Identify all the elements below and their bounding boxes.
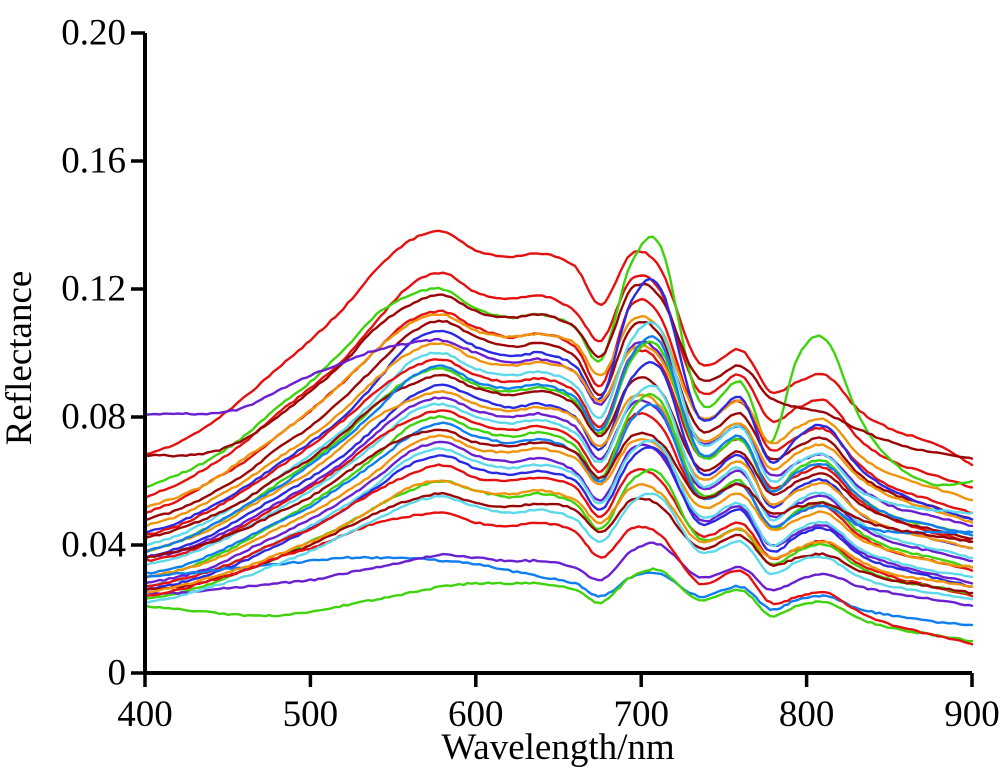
- x-tick-label: 400: [117, 694, 173, 735]
- spectrum-line: [143, 567, 974, 643]
- spectrum-line: [143, 282, 974, 460]
- spectrum-line: [143, 335, 974, 553]
- y-tick-label: 0.16: [61, 141, 126, 182]
- x-tick-label: 800: [779, 694, 835, 735]
- spectrum-line: [143, 271, 974, 499]
- spectrum-line: [143, 342, 974, 527]
- spectrum-line: [143, 479, 974, 594]
- spectrum-line: [143, 403, 974, 575]
- y-tick-label: 0.12: [61, 269, 126, 310]
- spectrum-line: [143, 555, 974, 627]
- x-axis-title: Wavelength/nm: [441, 727, 675, 768]
- spectrum-line: [143, 340, 974, 553]
- series-layer: [143, 229, 974, 646]
- spectrum-line: [143, 360, 974, 560]
- spectrum-line: [143, 396, 974, 563]
- y-axis-title: Reflectance: [0, 271, 40, 446]
- y-tick-label: 0.08: [61, 397, 126, 438]
- y-tick-label: 0.20: [61, 13, 126, 54]
- spectrum-line: [143, 446, 974, 592]
- spectrum-line: [143, 434, 974, 579]
- spectrum-line: [143, 384, 974, 566]
- spectrum-line: [143, 319, 974, 521]
- tick-label-layer: 0 0.04 0.08 0.12 0.16 0.20 400 500 600 700 800 900: [61, 13, 1000, 736]
- spectrum-line: [143, 428, 974, 559]
- y-tick-label: 0: [108, 653, 127, 694]
- spectrum-line: [143, 349, 974, 543]
- axes-layer: [131, 31, 974, 687]
- y-tick-label: 0.04: [61, 525, 126, 566]
- spectrum-line: [143, 541, 974, 607]
- spectrum-line: [143, 277, 974, 534]
- spectrum-line: [143, 440, 974, 586]
- x-tick-label: 700: [613, 694, 669, 735]
- spectrum-line: [143, 511, 974, 646]
- x-tick-label: 500: [283, 694, 339, 735]
- spectrum-line: [143, 313, 974, 508]
- x-tick-label: 900: [944, 694, 1000, 735]
- spectrum-line: [143, 492, 974, 604]
- axis-spines: [143, 33, 972, 675]
- spectrum-line: [143, 229, 974, 467]
- spectrum-line: [143, 373, 974, 541]
- spectrum-line: [143, 390, 974, 553]
- x-tick-label: 600: [448, 694, 504, 735]
